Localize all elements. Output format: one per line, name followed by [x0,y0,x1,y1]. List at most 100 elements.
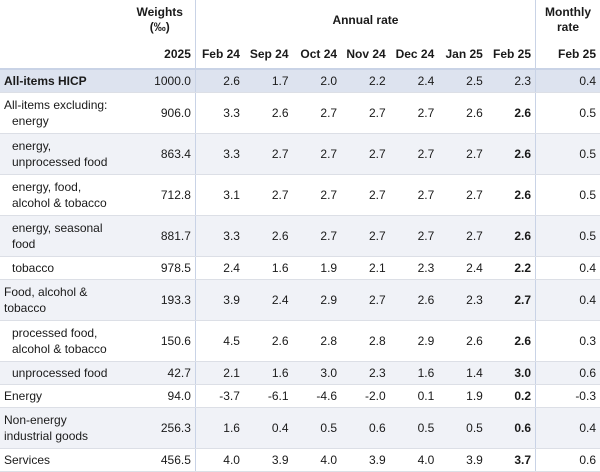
cell-annual-rate: 1.6 [389,361,439,385]
table-row: Energy 94.0 -3.7 -6.1 -4.6 -2.0 0.1 1.9 0.2 -0.3 [0,384,600,408]
row-label-text: processed food, alcohol & tobacco [12,326,107,356]
table-row: energy, food, alcohol & tobacco 712.8 3.1 2… [0,174,600,216]
cell-annual-rate: 3.7 [486,448,536,472]
cell-annual-rate: 2.3 [341,361,390,385]
cell-annual-rate: 4.0 [194,448,244,472]
cell-annual-rate: 0.6 [486,407,536,449]
header-col-weights-year: 2025 [124,40,196,70]
cell-annual-rate: 2.7 [389,174,439,216]
cell-annual-rate: 2.6 [438,92,487,134]
row-label: All-items HICP [0,69,125,93]
row-label: tobacco [0,256,125,280]
cell-annual-rate: 2.7 [389,215,439,257]
cell-monthly-rate: 0.5 [535,92,600,134]
cell-annual-rate: 1.6 [243,361,293,385]
cell-annual-rate: 3.9 [194,279,244,321]
row-label-text: Food, alcohol & tobacco [4,285,88,315]
cell-annual-rate: 2.7 [341,279,390,321]
cell-monthly-rate: 0.5 [535,133,600,175]
cell-annual-rate: 1.4 [438,361,487,385]
cell-annual-rate: 1.7 [243,69,293,93]
cell-annual-rate: 3.1 [194,174,244,216]
cell-annual-rate: 0.5 [389,407,439,449]
row-label-text: Services [4,453,51,467]
cell-annual-rate: 2.7 [292,215,342,257]
table-row: energy, unprocessed food 863.4 3.3 2.7 2.7 2.… [0,133,600,175]
cell-weight: 94.0 [124,384,196,408]
cell-annual-rate: 2.4 [194,256,244,280]
cell-annual-rate: 4.0 [292,448,342,472]
row-label: Food, alcohol & tobacco [0,279,125,321]
cell-weight: 456.5 [124,448,196,472]
header-col-period: Dec 24 [389,40,439,70]
cell-annual-rate: 2.7 [292,174,342,216]
header-col-period: Sep 24 [243,40,293,70]
cell-annual-rate: 2.7 [292,92,342,134]
cell-annual-rate: 2.7 [243,174,293,216]
cell-annual-rate: 2.2 [486,256,536,280]
cell-annual-rate: -3.7 [194,384,244,408]
header-monthly-rate: Monthly rate [535,0,600,40]
cell-annual-rate: 1.6 [194,407,244,449]
cell-annual-rate: 0.5 [292,407,342,449]
cell-monthly-rate: 0.5 [535,174,600,216]
cell-annual-rate: 2.7 [341,215,390,257]
cell-annual-rate: 1.9 [292,256,342,280]
cell-annual-rate: 2.8 [341,320,390,362]
table-row: tobacco 978.5 2.4 1.6 1.9 2.1 2.3 2.4 2.2 0.4 [0,256,600,280]
cell-annual-rate: 3.9 [243,448,293,472]
row-label-text: Energy [4,389,43,403]
cell-weight: 906.0 [124,92,196,134]
row-label: Services [0,448,125,472]
header-weights: Weights (‰) [136,5,183,34]
table-row: All-items HICP 1000.0 2.6 1.7 2.0 2.2 2.4 2.5 2.… [0,69,600,93]
cell-monthly-rate: -0.3 [535,384,600,408]
header-row-groups: Weights (‰) Annual rate Monthly rate [0,0,600,40]
cell-annual-rate: 3.9 [341,448,390,472]
cell-annual-rate: 2.6 [486,215,536,257]
row-label: All-items excluding: energy [0,92,125,134]
cell-monthly-rate: 0.6 [535,361,600,385]
cell-annual-rate: 3.3 [194,92,244,134]
header-col-period: Oct 24 [292,40,342,70]
cell-annual-rate: 2.9 [389,320,439,362]
cell-annual-rate: 2.7 [438,174,487,216]
cell-annual-rate: 2.4 [389,69,439,93]
cell-monthly-rate: 0.4 [535,407,600,449]
cell-weight: 712.8 [124,174,196,216]
cell-monthly-rate: 0.4 [535,279,600,321]
cell-annual-rate: 2.7 [486,279,536,321]
cell-annual-rate: 0.2 [486,384,536,408]
row-label-text: unprocessed food [12,366,108,380]
cell-weight: 42.7 [124,361,196,385]
cell-weight: 193.3 [124,279,196,321]
cell-annual-rate: 2.1 [341,256,390,280]
cell-annual-rate: 1.6 [243,256,293,280]
cell-annual-rate: -2.0 [341,384,390,408]
row-label: energy, unprocessed food [0,133,125,175]
cell-annual-rate: 2.7 [438,133,487,175]
table-row: unprocessed food 42.7 2.1 1.6 3.0 2.3 1.6 1.4 3.… [0,361,600,385]
cell-annual-rate: 2.6 [243,320,293,362]
header-row-periods: 2025 Feb 24 Sep 24 Oct 24 Nov 24 Dec 24 … [0,40,600,70]
cell-annual-rate: 2.6 [486,174,536,216]
cell-annual-rate: 2.5 [438,69,487,93]
header-col-period: Feb 24 [194,40,244,70]
cell-annual-rate: 2.6 [486,92,536,134]
cell-annual-rate: 0.1 [389,384,439,408]
row-label-text: energy, seasonal food [12,221,103,251]
cell-annual-rate: 2.7 [243,133,293,175]
header-blank [0,0,125,40]
cell-annual-rate: 2.4 [243,279,293,321]
row-label: Non-energy industrial goods [0,407,125,449]
cell-annual-rate: 2.7 [341,133,390,175]
cell-weight: 881.7 [124,215,196,257]
cell-annual-rate: 2.7 [438,215,487,257]
cell-annual-rate: 0.5 [438,407,487,449]
cell-annual-rate: 2.4 [438,256,487,280]
table-row: processed food, alcohol & tobacco 150.6 4.… [0,320,600,362]
cell-monthly-rate: 0.4 [535,69,600,93]
header-blank-2 [0,40,125,70]
cell-annual-rate: 2.6 [243,92,293,134]
